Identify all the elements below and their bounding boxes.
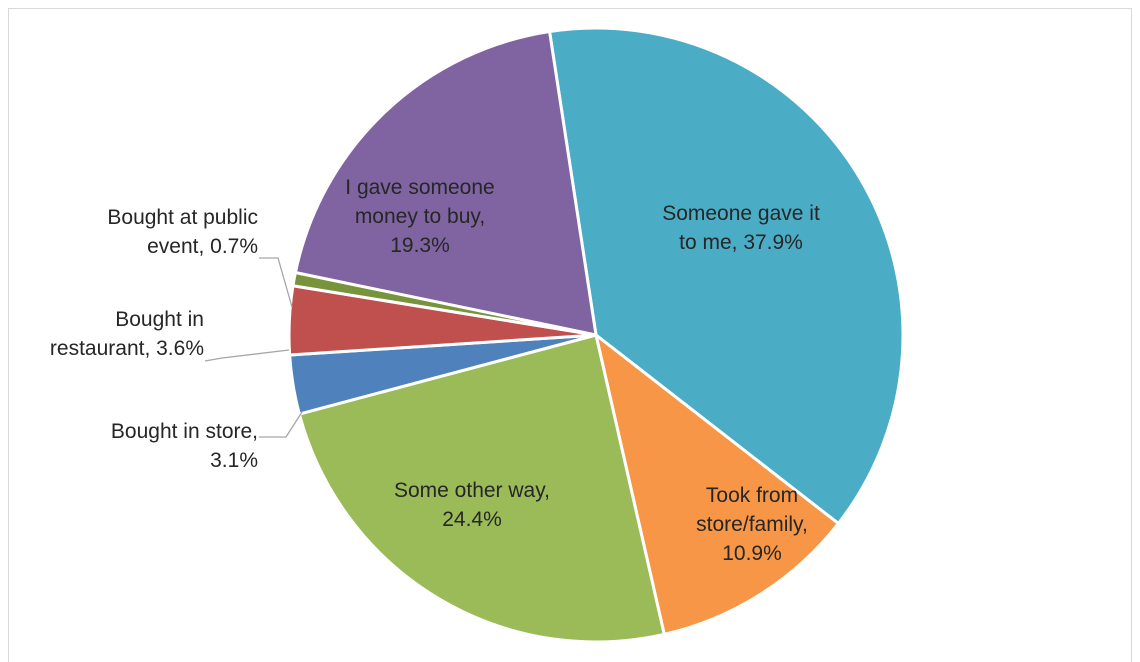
data-label-line: money to buy,	[355, 205, 485, 228]
leader-line-bought-in-store	[259, 411, 303, 438]
data-label-line: restaurant, 3.6%	[50, 337, 204, 360]
pie-slice-some-other-way	[297, 333, 666, 644]
pie-slice-someone-gave-it-to-me	[548, 26, 905, 525]
data-label-some-other-way: Some other way, 24.4%	[394, 479, 550, 531]
data-label-bought-in-restaurant: Bought in restaurant, 3.6%	[50, 308, 204, 360]
data-label-line: 10.9%	[722, 542, 782, 565]
data-label-line: Bought in	[115, 308, 204, 331]
data-label-line: Some other way,	[394, 479, 550, 502]
data-label-line: 3.1%	[210, 449, 258, 472]
data-label-bought-at-public-event: Bought at public event, 0.7%	[107, 206, 258, 258]
pie-slice-i-gave-someone-money-to-buy	[293, 30, 598, 337]
data-label-line: Took from	[706, 484, 798, 507]
pie-slice-took-from-store-family	[594, 333, 840, 636]
data-label-line: 19.3%	[390, 234, 450, 257]
data-label-line: Someone gave it	[662, 202, 820, 225]
pie-slices	[287, 26, 905, 644]
leader-lines	[204, 257, 303, 438]
leader-line-bought-in-restaurant	[204, 349, 290, 362]
data-label-line: Bought at public	[107, 206, 258, 229]
data-label-line: I gave someone	[345, 176, 494, 199]
data-label-took-from-store-family: Took from store/family, 10.9%	[696, 484, 808, 565]
data-label-line: to me, 37.9%	[679, 231, 803, 254]
data-label-someone-gave-it-to-me: Someone gave it to me, 37.9%	[662, 202, 820, 254]
leader-line-bought-at-public-event	[259, 257, 293, 308]
data-label-i-gave-someone-money-to-buy: I gave someone money to buy, 19.3%	[345, 176, 494, 257]
data-labels: Someone gave it to me, 37.9% Took from stor…	[50, 176, 820, 565]
data-label-line: 24.4%	[442, 508, 502, 531]
data-label-line: Bought in store,	[111, 420, 258, 443]
data-label-line: event, 0.7%	[147, 235, 258, 258]
data-label-bought-in-store: Bought in store, 3.1%	[111, 420, 258, 472]
data-label-line: store/family,	[696, 513, 808, 536]
